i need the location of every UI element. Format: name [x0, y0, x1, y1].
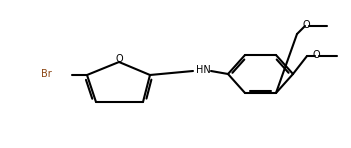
Text: O: O — [302, 20, 310, 30]
Text: O: O — [312, 50, 320, 60]
Text: O: O — [115, 54, 123, 64]
Text: HN: HN — [196, 65, 211, 75]
Text: Br: Br — [41, 69, 52, 79]
